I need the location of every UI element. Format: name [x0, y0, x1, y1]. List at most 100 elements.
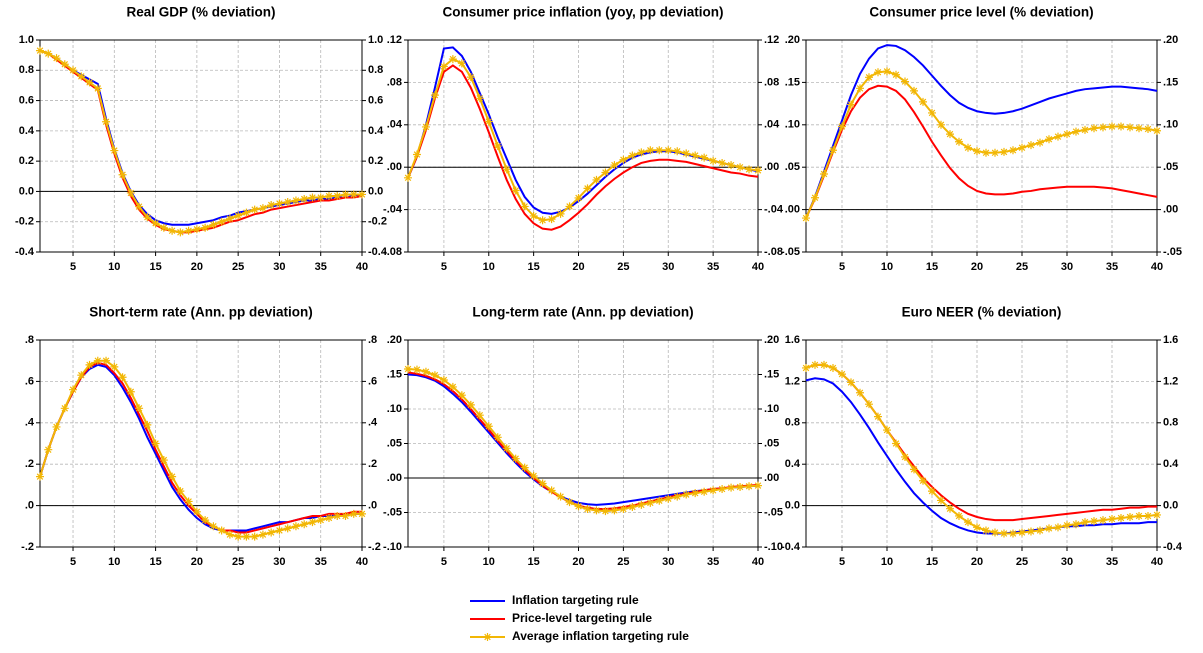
series-line — [805, 363, 1158, 535]
star-marker — [529, 211, 538, 220]
star-marker — [102, 117, 111, 126]
star-marker — [300, 520, 309, 529]
x-tick-label: 20 — [971, 261, 983, 273]
star-marker — [1000, 529, 1008, 538]
star-marker — [610, 506, 619, 515]
star-marker — [1126, 123, 1134, 132]
star-marker — [135, 404, 144, 413]
star-marker — [1135, 511, 1143, 520]
series-line — [805, 70, 1158, 219]
star-marker — [135, 202, 144, 211]
y2-tick-label: 0.4 — [1163, 458, 1179, 470]
star-marker — [547, 215, 556, 224]
star-marker — [168, 472, 177, 481]
y2-tick-label: -.2 — [368, 541, 381, 553]
x-tick-label: 10 — [483, 556, 495, 568]
star-marker — [838, 370, 846, 379]
star-marker — [192, 507, 201, 516]
y2-tick-label: 0.0 — [1163, 500, 1178, 512]
star-marker — [421, 122, 430, 131]
y2-tick-label: -.10 — [764, 541, 783, 553]
star-marker — [93, 84, 102, 93]
star-marker — [159, 456, 168, 465]
star-marker — [1045, 135, 1053, 144]
x-tick-label: 10 — [483, 261, 495, 273]
star-marker — [349, 190, 358, 199]
star-marker — [275, 199, 284, 208]
x-tick-label: 35 — [1106, 261, 1118, 273]
star-marker — [1036, 526, 1044, 535]
y-tick-label: 0.6 — [19, 94, 34, 106]
star-marker — [36, 472, 44, 481]
x-tick-label: 25 — [617, 261, 629, 273]
star-marker — [700, 487, 709, 496]
star-marker — [955, 511, 963, 520]
star-marker — [1063, 521, 1071, 530]
star-marker — [700, 153, 709, 162]
star-marker — [201, 223, 210, 232]
star-marker — [892, 70, 900, 79]
x-tick-label: 40 — [356, 556, 368, 568]
y-tick-label: .15 — [387, 368, 402, 380]
star-marker — [358, 190, 366, 199]
y-tick-label: -.10 — [383, 541, 402, 553]
star-marker — [502, 444, 511, 453]
star-marker — [991, 528, 999, 537]
star-marker — [802, 214, 810, 223]
star-marker — [421, 367, 430, 376]
star-marker — [610, 161, 619, 170]
x-tick-label: 35 — [1106, 556, 1118, 568]
y-tick-label: -.2 — [21, 541, 34, 553]
y2-tick-label: 0.4 — [368, 125, 384, 137]
star-marker — [937, 496, 945, 505]
star-marker — [919, 476, 927, 485]
star-marker — [430, 371, 439, 380]
y2-tick-label: .0 — [368, 500, 377, 512]
star-marker — [1153, 510, 1161, 519]
x-tick-label: 30 — [273, 556, 285, 568]
star-marker — [565, 202, 574, 211]
star-marker — [412, 365, 421, 374]
star-marker — [691, 151, 700, 160]
x-tick-label: 30 — [1061, 556, 1073, 568]
star-marker — [225, 530, 234, 539]
star-marker — [258, 530, 267, 539]
star-marker — [358, 509, 366, 518]
star-marker — [520, 202, 529, 211]
star-marker — [682, 149, 691, 158]
star-marker — [928, 108, 936, 117]
y-tick-label: .2 — [25, 458, 34, 470]
star-marker — [520, 463, 529, 472]
star-marker — [964, 143, 972, 152]
series-line — [805, 377, 1157, 535]
star-marker — [349, 509, 358, 518]
star-marker — [820, 360, 828, 369]
star-marker — [874, 412, 882, 421]
star-marker — [556, 209, 565, 218]
star-marker — [991, 148, 999, 157]
y2-tick-label: 1.6 — [1163, 334, 1178, 346]
star-marker — [242, 208, 251, 217]
chart-title: Real GDP (% deviation) — [126, 5, 275, 20]
y-tick-label: -0.4 — [15, 246, 35, 258]
star-marker — [250, 532, 259, 541]
star-marker — [217, 526, 226, 535]
x-tick-label: 35 — [315, 261, 327, 273]
x-tick-label: 15 — [926, 556, 938, 568]
star-marker — [874, 68, 882, 77]
star-marker — [316, 193, 325, 202]
star-marker — [168, 226, 177, 235]
y2-tick-label: .6 — [368, 375, 377, 387]
series-line — [39, 361, 362, 534]
star-marker — [258, 204, 267, 213]
y-tick-label: .00 — [387, 472, 402, 484]
plot-frame — [39, 39, 363, 253]
star-marker — [1027, 141, 1035, 150]
x-tick-label: 35 — [707, 261, 719, 273]
chart-title: Short-term rate (Ann. pp deviation) — [89, 305, 313, 320]
y-tick-label: .6 — [25, 375, 34, 387]
series-line — [39, 49, 362, 234]
star-marker — [811, 193, 819, 202]
star-marker — [1018, 528, 1026, 537]
chart-title: Consumer price level (% deviation) — [869, 5, 1093, 20]
